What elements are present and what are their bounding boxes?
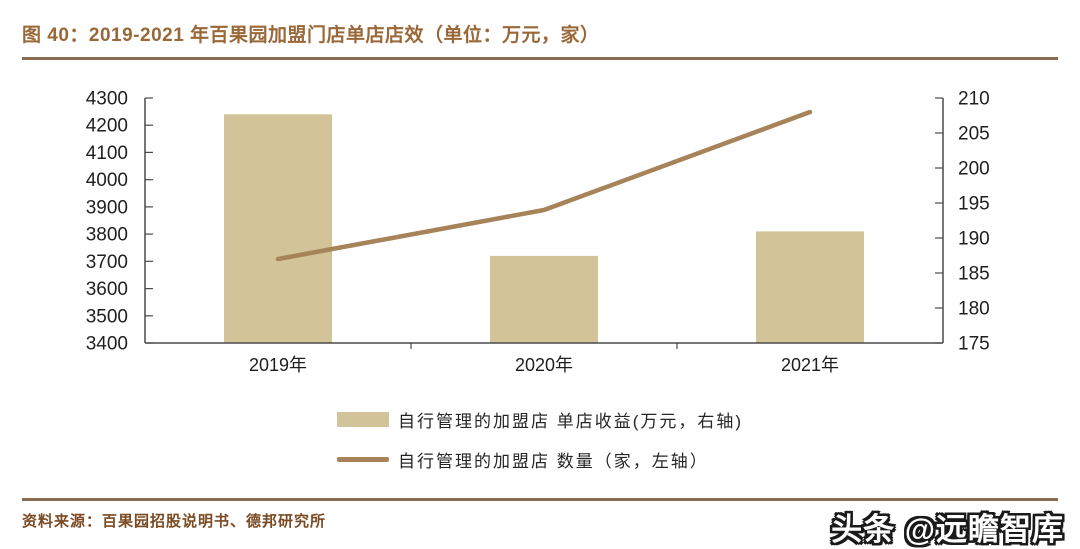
right-tick-label: 180 <box>958 299 990 320</box>
right-tick-label: 205 <box>958 124 990 145</box>
x-category-label: 2019年 <box>249 355 307 375</box>
bar-swatch-icon <box>336 411 389 427</box>
left-tick-label: 4300 <box>86 89 128 110</box>
right-tick-label: 185 <box>958 264 990 285</box>
left-tick-label: 3500 <box>86 306 128 327</box>
left-tick-label: 3800 <box>86 225 128 246</box>
bar-2019年 <box>224 114 332 343</box>
left-tick-label: 3700 <box>86 252 128 273</box>
left-tick-label: 4200 <box>86 116 128 137</box>
right-tick-label: 175 <box>958 334 990 355</box>
line-swatch-icon <box>336 456 389 462</box>
left-tick-label: 3900 <box>86 197 128 218</box>
legend-label-bar-series: 自行管理的加盟店 单店收益(万元，右轴) <box>397 411 744 431</box>
source-note: 资料来源：百果园招股说明书、德邦研究所 <box>22 513 327 530</box>
legend-item-line-series: 自行管理的加盟店 数量（家，左轴） <box>336 446 743 472</box>
bar-2021年 <box>756 231 864 343</box>
figure-title: 图 40：2019-2021 年百果园加盟门店单店店效（单位：万元，家） <box>22 25 600 46</box>
left-tick-label: 3600 <box>86 279 128 300</box>
right-tick-label: 190 <box>958 229 990 250</box>
title-divider <box>22 57 1058 60</box>
footer-divider <box>22 498 1058 501</box>
x-category-label: 2020年 <box>515 355 573 375</box>
legend-item-bar-series: 自行管理的加盟店 单店收益(万元，右轴) <box>336 406 744 432</box>
x-category-label: 2021年 <box>781 355 839 375</box>
legend-block: 自行管理的加盟店 单店收益(万元，右轴) 自行管理的加盟店 数量（家，左轴） <box>336 406 744 486</box>
right-tick-label: 195 <box>958 194 990 215</box>
left-tick-label: 4000 <box>86 170 128 191</box>
chart-legend: 自行管理的加盟店 单店收益(万元，右轴) 自行管理的加盟店 数量（家，左轴） <box>0 406 1080 486</box>
left-tick-label: 3400 <box>86 334 128 355</box>
legend-label-line-series: 自行管理的加盟店 数量（家，左轴） <box>397 451 709 471</box>
watermark: 头条 @远瞻智库 <box>831 512 1064 547</box>
right-tick-label: 200 <box>958 159 990 180</box>
left-tick-label: 4100 <box>86 143 128 164</box>
bar-2020年 <box>490 255 598 343</box>
right-tick-label: 210 <box>958 89 990 110</box>
line-series <box>275 109 813 262</box>
